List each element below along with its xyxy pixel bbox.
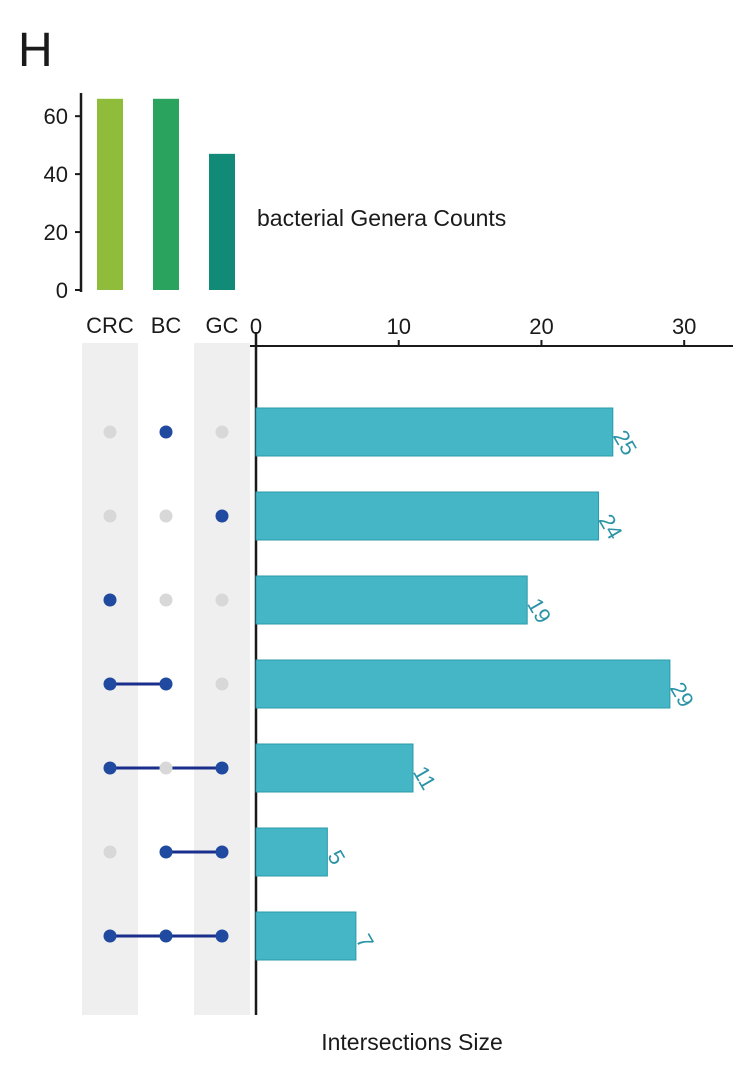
matrix-row [103,761,229,775]
matrix-dot-active [103,761,117,775]
set-size-label: bacterial Genera Counts [257,205,506,231]
set-size-bar-bc [153,98,179,290]
matrix-dot-inactive [215,677,229,691]
set-size-bar-crc [97,98,123,290]
matrix-row [103,677,229,691]
intersection-bar [255,911,357,961]
set-size-bars [97,98,235,290]
set-name-bc: BC [151,313,182,338]
set-names: CRC BC GC [86,313,238,338]
set-size-tick-label: 60 [44,104,68,129]
panel-label: H [18,24,53,77]
matrix-dot-active [159,425,173,439]
set-name-crc: CRC [86,313,134,338]
matrix-row [103,593,229,607]
intersection-x-axis-label: Intersections Size [321,1029,503,1055]
matrix-dot-active [103,593,117,607]
intersection-bar [255,827,328,877]
matrix-dot-inactive [159,593,173,607]
matrix-row [103,845,229,859]
intersection-tick-label: 0 [250,314,262,339]
matrix-dot-inactive [215,425,229,439]
matrix-dot-inactive [215,593,229,607]
set-size-tick-label: 0 [56,278,68,303]
intersection-tick-label: 20 [529,314,553,339]
matrix-dot-active [215,509,229,523]
matrix-dot-active [159,845,173,859]
matrix-dot-active [159,929,173,943]
set-size-tick-label: 20 [44,220,68,245]
intersection-tick-label: 10 [386,314,410,339]
matrix-dot-active [215,761,229,775]
matrix-dot-inactive [159,761,173,775]
matrix-dot-active [103,929,117,943]
set-size-bar-gc [209,153,235,290]
matrix-dot-active [215,845,229,859]
matrix-row [103,425,229,439]
set-size-tick-label: 40 [44,162,68,187]
matrix-dot-inactive [103,509,117,523]
intersection-bar [255,491,600,541]
matrix-dot-active [159,677,173,691]
set-size-chart: 0 20 40 60 bacterial Genera Counts CRC BC GC [44,93,506,338]
matrix-dot-active [103,677,117,691]
matrix-rows [103,425,229,943]
matrix-row [103,929,229,943]
membership-matrix [82,343,250,1015]
intersection-tick-label: 30 [672,314,696,339]
intersection-bar [255,407,614,457]
matrix-row [103,509,229,523]
set-size-y-axis: 0 20 40 60 [44,93,83,303]
intersection-bar [255,743,414,793]
set-name-gc: GC [206,313,239,338]
matrix-dot-inactive [103,845,117,859]
intersection-bar [255,659,671,709]
matrix-dot-inactive [159,509,173,523]
matrix-dot-inactive [103,425,117,439]
intersection-bar [255,575,528,625]
matrix-dot-active [215,929,229,943]
